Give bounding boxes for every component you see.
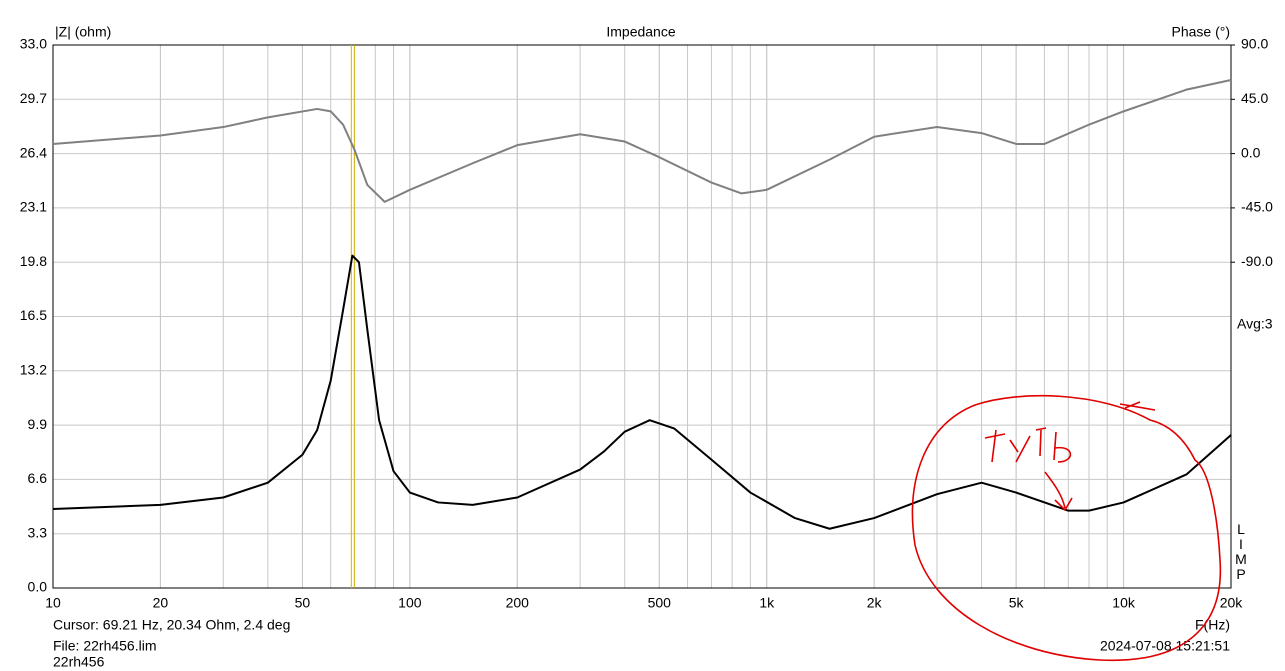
y-tick-label: 33.0 [20,36,47,52]
x-tick-label: 10 [45,595,61,611]
file-text: File: 22rh456.lim [53,638,157,654]
y-tick-label: 19.8 [20,253,47,269]
data-line [52,254,1232,530]
y2-axis-label: Phase (°) [1171,24,1230,40]
x-tick-label: 20k [1220,595,1244,611]
x-tick-label: 5k [1009,595,1025,611]
x-axis-label: F(Hz) [1195,617,1230,633]
x-tick-label: 10k [1112,595,1136,611]
x-tick-label: 100 [398,595,422,611]
chart-title: Impedance [606,24,675,40]
annotation-stroke [1119,401,1156,411]
name-text: 22rh456 [53,654,105,670]
x-tick-label: 50 [295,595,311,611]
cursor-text: Cursor: 69.21 Hz, 20.34 Ohm, 2.4 deg [53,617,290,633]
y-axis-label: |Z| (ohm) [55,24,111,40]
y-tick-label: 13.2 [20,362,47,378]
x-tick-label: 500 [648,595,672,611]
x-tick-label: 20 [153,595,169,611]
y-tick-label: 6.6 [28,470,48,486]
annotation-handwriting [984,427,1072,463]
x-tick-label: 1k [759,595,775,611]
y-tick-label: 9.9 [28,416,48,432]
annotation-arrow [1044,471,1073,512]
y-tick-label: 16.5 [20,307,47,323]
plot-area: 0.0 3.3 6.6 9.9 13.2 16.5 19.8 23.1 26.4 29.7 33.0… [20,36,1273,611]
y-tick-label: 26.4 [20,144,47,160]
date-text: 2024-07-08 15:21:51 [1100,638,1230,654]
data-line [52,79,1232,203]
avg-label: Avg:3 [1237,316,1273,332]
y2-tick-label: -90.0 [1241,253,1273,269]
x-tick-label: 2k [867,595,883,611]
y-tick-label: 3.3 [28,524,48,540]
y2-tick-label: 0.0 [1241,144,1261,160]
y2-tick-label: -45.0 [1241,199,1273,215]
y-tick-label: 23.1 [20,199,47,215]
plot-frame [52,44,1232,589]
y-tick-label: 29.7 [20,90,47,106]
y2-tick-label: 90.0 [1241,36,1268,52]
x-tick-label: 200 [506,595,530,611]
side-label: LIMP [1233,521,1249,581]
annotation-circle [911,394,1222,662]
y2-tick-label: 45.0 [1241,90,1268,106]
y-tick-label: 0.0 [28,579,48,595]
red-annotation [911,394,1222,662]
